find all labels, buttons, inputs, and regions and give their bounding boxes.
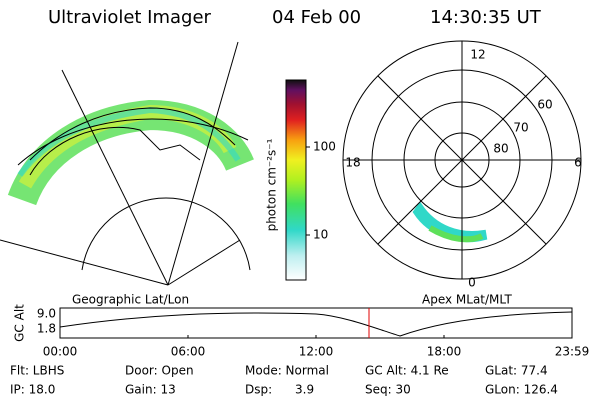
title: Ultraviolet Imager [48, 7, 212, 28]
polar-label: 6 [574, 156, 582, 170]
altitude-xtick-label: 00:00 [43, 345, 78, 359]
geographic-map [0, 41, 254, 286]
altitude-ytick: 9.0 [37, 307, 56, 321]
colorbar-label: photon cm⁻²s⁻¹ [265, 138, 279, 231]
info-field: IP: 18.0 [10, 383, 55, 397]
altitude-xtick-label: 12:00 [299, 345, 334, 359]
polar-label: 80 [493, 142, 508, 156]
time: 14:30:35 UT [430, 7, 542, 28]
altitude-xtick-label: 18:00 [427, 345, 462, 359]
colorbar-tick: 10 [313, 228, 328, 242]
info-field: Gain: 13 [125, 383, 176, 397]
info-field: Mode: Normal [245, 364, 329, 378]
polar-plot [342, 40, 582, 280]
info-field: Seq: 30 [365, 383, 411, 397]
altitude-ytick: 1.8 [37, 322, 56, 336]
polar-label: 18 [345, 156, 360, 170]
colorbar [285, 79, 307, 281]
info-field: Flt: LBHS [10, 364, 64, 378]
map-label: Geographic Lat/Lon [72, 293, 189, 307]
map-label: Apex MLat/MLT [422, 293, 512, 307]
altitude-frame [59, 307, 573, 339]
info-field: Dsp: 3.9 [245, 383, 314, 397]
colorbar-tick: 100 [313, 140, 336, 154]
altitude-ylabel: GC Alt [13, 304, 27, 342]
info-field: GC Alt: 4.1 Re [365, 364, 449, 378]
polar-label: 12 [470, 48, 485, 62]
date: 04 Feb 00 [272, 7, 361, 28]
info-field: GLat: 77.4 [485, 364, 548, 378]
altitude-curve [59, 311, 573, 337]
altitude-xtick-label: 06:00 [171, 345, 206, 359]
polar-label: 60 [537, 98, 552, 112]
polar-label: 70 [513, 121, 528, 135]
info-field: Door: Open [125, 364, 194, 378]
altitude-xtick-label: 23:59 [555, 345, 590, 359]
polar-label: 0 [468, 276, 476, 290]
info-field: GLon: 126.4 [485, 383, 558, 397]
